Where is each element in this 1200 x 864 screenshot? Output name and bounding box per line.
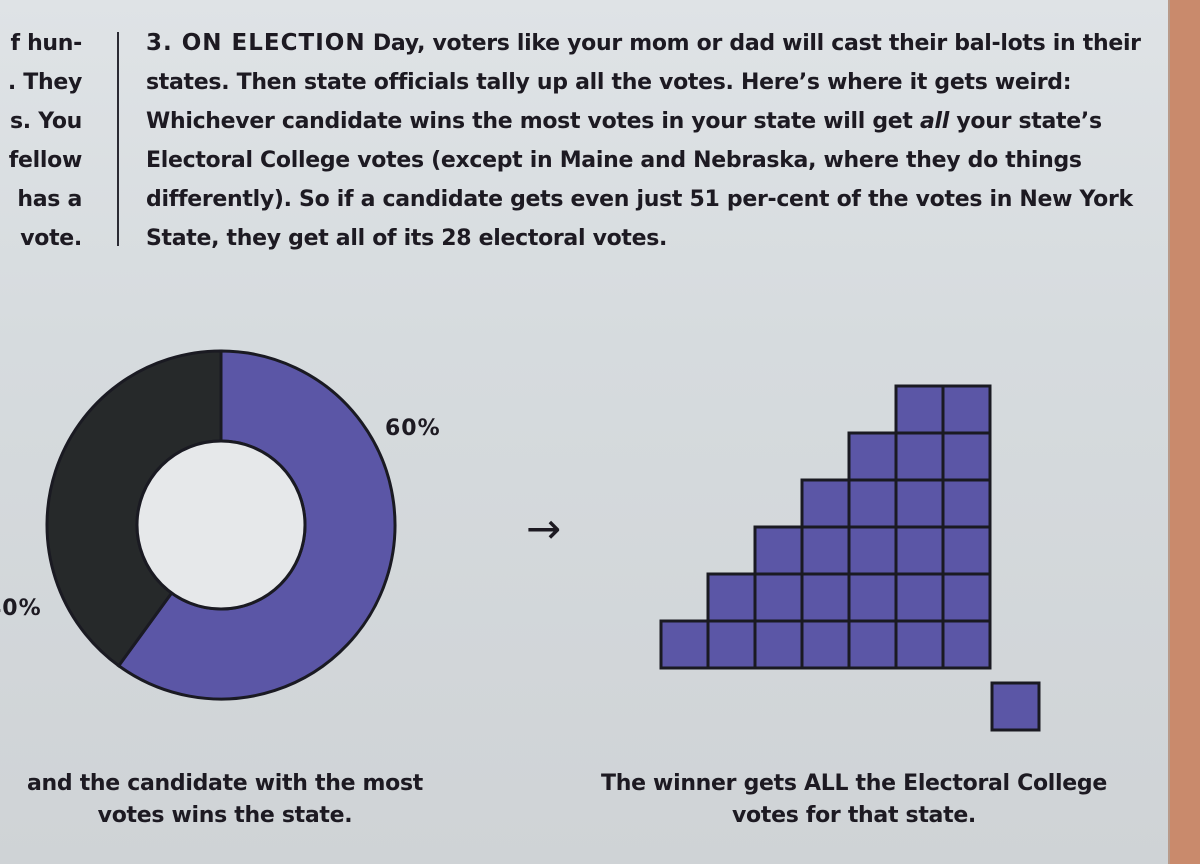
side-line: fellow <box>8 148 82 173</box>
electoral-vote-square <box>894 525 945 576</box>
donut-chart <box>45 349 397 701</box>
electoral-vote-square <box>800 572 851 623</box>
electoral-vote-square <box>941 572 992 623</box>
electoral-vote-square <box>894 619 945 670</box>
electoral-vote-square <box>941 525 992 576</box>
electoral-vote-square <box>847 619 898 670</box>
electoral-vote-square <box>941 478 992 529</box>
electoral-vote-square <box>847 525 898 576</box>
electoral-vote-square <box>941 619 992 670</box>
paragraph-emphasis: all <box>919 109 950 134</box>
column-divider <box>117 32 119 246</box>
electoral-vote-square <box>894 478 945 529</box>
electoral-vote-square <box>706 619 757 670</box>
electoral-vote-square <box>894 384 945 435</box>
electoral-vote-square <box>800 478 851 529</box>
caption-right: The winner gets ALL the Electoral Colleg… <box>601 771 1107 828</box>
paragraph-text-1: Day, voters like your mom or dad will ca… <box>146 31 1141 134</box>
electoral-squares-chart <box>659 384 1041 732</box>
electoral-vote-square <box>800 525 851 576</box>
electoral-vote-square <box>941 384 992 435</box>
illustrations <box>45 349 1041 732</box>
paragraph-text-2: your state’s Electoral College votes (ex… <box>146 109 1133 251</box>
electoral-vote-square <box>706 572 757 623</box>
paragraph-step-3: 3. ON ELECTION Day, voters like your mom… <box>146 24 1156 258</box>
electoral-vote-square <box>753 525 804 576</box>
electoral-vote-square <box>753 572 804 623</box>
caption-left: and the candidate with the most votes wi… <box>26 771 423 828</box>
side-line: . They <box>7 70 82 95</box>
electoral-vote-square <box>753 619 804 670</box>
electoral-vote-square <box>990 681 1041 732</box>
electoral-vote-square <box>894 572 945 623</box>
side-line: f hun- <box>10 31 82 56</box>
side-line: s. You <box>10 109 82 134</box>
paragraph-lead: 3. ON ELECTION <box>146 30 366 56</box>
donut-label-loser: 40% <box>0 596 42 621</box>
side-column-text: f hun- . They s. You fellow has a vote. <box>0 24 82 258</box>
arrow-icon: → <box>526 504 562 553</box>
donut-label-winner: 60% <box>385 416 441 441</box>
electoral-vote-square <box>894 431 945 482</box>
donut-hole <box>135 439 307 611</box>
electoral-vote-square <box>847 572 898 623</box>
electoral-vote-square <box>800 619 851 670</box>
magazine-page: f hun- . They s. You fellow has a vote. … <box>0 0 1170 864</box>
side-line: vote. <box>20 226 82 251</box>
electoral-vote-square <box>847 478 898 529</box>
electoral-vote-square <box>941 431 992 482</box>
electoral-vote-square <box>847 431 898 482</box>
side-line: has a <box>17 187 82 212</box>
electoral-vote-square <box>659 619 710 670</box>
